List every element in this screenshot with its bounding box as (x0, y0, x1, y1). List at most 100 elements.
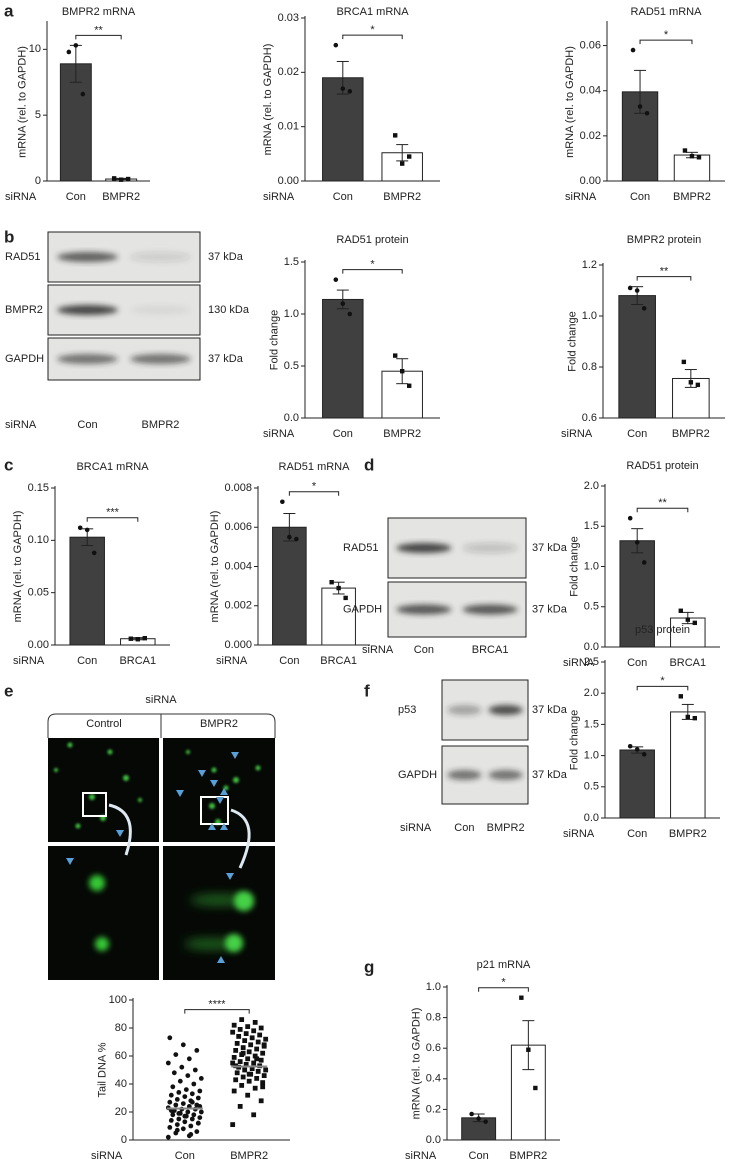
x-tick-label: BRCA1 (320, 655, 357, 667)
significance-bracket (184, 1009, 250, 1014)
x-tick-label: Con (627, 828, 647, 840)
data-point (230, 1060, 236, 1066)
error-bar (396, 144, 409, 162)
y-tick-label: 1.5 (584, 718, 599, 730)
x-tick-label: Con (77, 655, 97, 667)
zoom-box (82, 792, 107, 817)
data-point (188, 1132, 194, 1137)
significance-bracket (636, 276, 692, 281)
lane-label: Con (77, 419, 97, 431)
data-point (681, 359, 687, 365)
y-tick-label: 1.0 (584, 560, 599, 572)
blot-band (130, 354, 191, 364)
data-point (696, 155, 702, 160)
x-prefix: siRNA (362, 644, 394, 656)
blot-size-label: 37 kDa (532, 704, 568, 716)
blot-size-label: 37 kDa (532, 769, 568, 781)
significance-bracket (342, 34, 403, 40)
data-point (678, 608, 683, 613)
arrowheads (66, 752, 239, 963)
data-point (519, 995, 524, 1000)
data-point (185, 1073, 191, 1078)
y-tick-label: 0.01 (278, 121, 299, 133)
x-tick-label: BMPR2 (509, 1150, 547, 1159)
data-point (240, 1050, 246, 1056)
data-point (233, 1048, 239, 1053)
data-point (135, 637, 140, 642)
significance-bracket (342, 269, 403, 274)
data-point (176, 1090, 182, 1095)
x-tick-label: BRCA1 (119, 655, 156, 667)
zoom-arrow (230, 808, 251, 869)
y-tick-label: 0.0 (584, 641, 599, 653)
data-point (167, 1125, 173, 1130)
micrograph (163, 846, 275, 980)
blot-band (447, 705, 482, 715)
zoom-arrow (108, 803, 132, 856)
significance-label: ** (94, 24, 103, 36)
chart-title: RAD51 protein (336, 234, 408, 246)
data-point (236, 1034, 242, 1039)
x-tick-label: Con (333, 191, 353, 203)
data-point (255, 1069, 261, 1074)
data-point (165, 1134, 171, 1140)
x-tick-label: Con (469, 1150, 489, 1159)
significance-bracket (86, 517, 139, 522)
y-tick-label: 0.0 (584, 812, 599, 824)
y-tick-label: 0.00 (580, 175, 601, 187)
lane-label: Con (454, 822, 474, 834)
data-point (179, 1064, 185, 1070)
bar (69, 536, 105, 646)
data-point (254, 1046, 260, 1052)
data-point (174, 1127, 180, 1133)
significance-bracket (75, 34, 122, 40)
zoom-box (200, 796, 229, 825)
data-point (171, 1070, 177, 1076)
data-point (77, 525, 83, 531)
data-point (254, 1076, 260, 1081)
data-point (168, 1092, 174, 1098)
blot-size-label: 37 kDa (208, 251, 244, 263)
data-point (333, 277, 339, 282)
y-tick-label: 0.5 (584, 781, 599, 793)
bar (673, 154, 711, 182)
x-tick-label: BRCA1 (669, 657, 706, 669)
data-point (234, 1070, 240, 1076)
data-point (637, 104, 643, 109)
data-point (66, 49, 72, 55)
blot-row-label: RAD51 (5, 251, 40, 263)
y-tick-label: 1.0 (426, 981, 441, 993)
data-point (393, 353, 398, 358)
data-point (118, 177, 124, 182)
significance-label: ** (658, 497, 667, 509)
panel-letter: a (4, 1, 14, 20)
y-tick-label: 0.000 (224, 639, 252, 651)
x-tick-label: BMPR2 (230, 1150, 268, 1159)
y-axis-label: mRNA (rel. to GAPDH) (17, 46, 29, 158)
significance-bracket (478, 987, 529, 992)
data-point (245, 1056, 251, 1062)
significance-label: **** (208, 999, 226, 1011)
y-tick-label: 0.5 (584, 601, 599, 613)
data-point (280, 499, 285, 505)
data-point (246, 1071, 252, 1077)
blot-band (130, 252, 191, 262)
x-prefix: siRNA (400, 822, 432, 834)
x-tick-label: BMPR2 (669, 828, 707, 840)
comet-panel: siRNA Control BMPR2 (47, 694, 276, 980)
y-tick-label: 0 (35, 175, 41, 187)
y-tick-label: 0.04 (580, 85, 601, 97)
data-point (168, 1118, 174, 1123)
y-axis-label: mRNA (rel. to GAPDH) (262, 44, 274, 156)
bar (670, 711, 706, 819)
y-axis-label: mRNA (rel. to GAPDH) (564, 46, 576, 158)
panel-letter: g (364, 957, 374, 976)
y-tick-label: 1.0 (582, 310, 597, 322)
x-tick-label: Con (333, 428, 353, 440)
chart-title: BMPR2 protein (627, 234, 702, 246)
data-point (641, 560, 647, 565)
data-point (243, 1062, 249, 1067)
micrograph (48, 738, 159, 842)
data-point (260, 1080, 266, 1085)
x-prefix: siRNA (263, 428, 295, 440)
